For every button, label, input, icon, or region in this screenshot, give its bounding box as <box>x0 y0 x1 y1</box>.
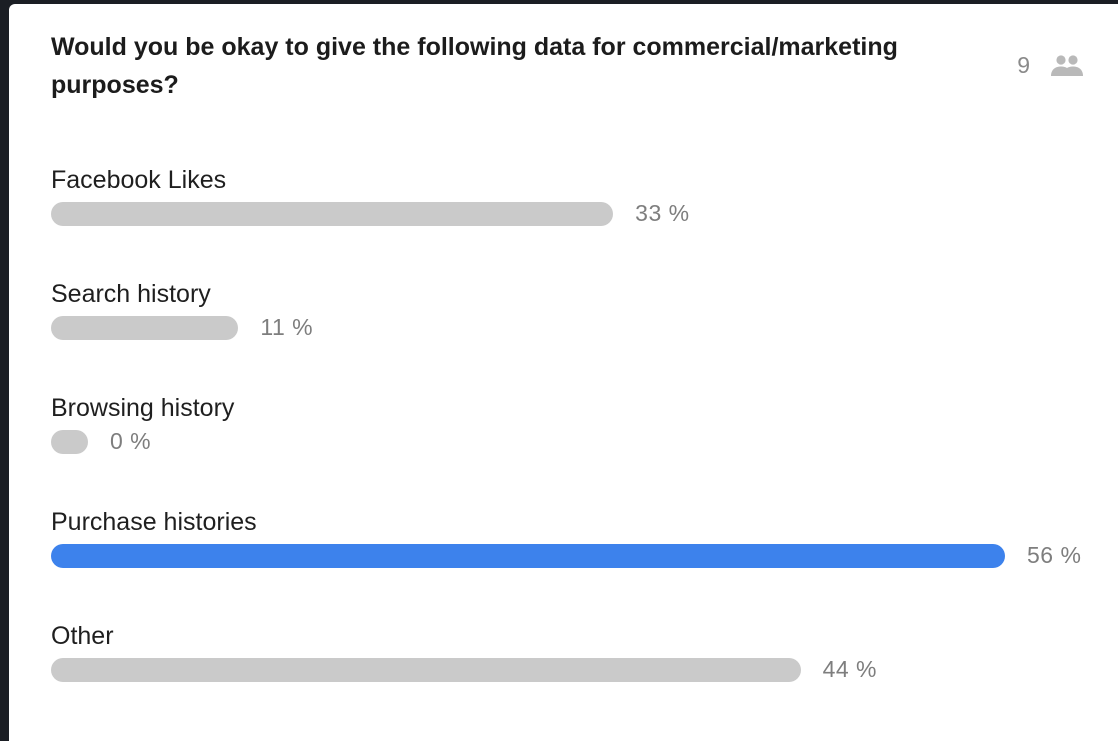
result-percent: 44 % <box>822 656 877 682</box>
result-bar <box>51 315 239 340</box>
people-icon <box>1051 54 1083 76</box>
poll-option-browsing-history[interactable]: Browsing history 0 % <box>51 393 235 454</box>
option-label: Other <box>51 622 114 650</box>
poll-option-search-history[interactable]: Search history 11 % <box>51 279 313 340</box>
option-label: Search history <box>51 280 211 308</box>
result-percent: 56 % <box>1027 542 1082 568</box>
result-bar <box>51 543 1005 568</box>
poll-card: Would you be okay to give the following … <box>9 4 1118 741</box>
result-bar <box>51 201 614 226</box>
result-percent: 11 % <box>260 314 314 340</box>
poll-question: Would you be okay to give the following … <box>51 33 898 99</box>
option-label: Browsing history <box>51 394 235 422</box>
poll-option-facebook-likes[interactable]: Facebook Likes 33 % <box>51 165 689 226</box>
poll-option-purchase-histories[interactable]: Purchase histories 56 % <box>51 507 1081 568</box>
poll-option-other[interactable]: Other 44 % <box>51 621 876 682</box>
result-bar <box>51 657 801 682</box>
result-bar <box>51 429 88 454</box>
result-percent: 0 % <box>110 428 152 454</box>
option-label: Purchase histories <box>51 508 257 536</box>
option-label: Facebook Likes <box>51 166 227 194</box>
voter-count-group[interactable]: 9 <box>1017 52 1084 79</box>
voter-count: 9 <box>1017 52 1030 78</box>
result-percent: 33 % <box>635 200 690 226</box>
